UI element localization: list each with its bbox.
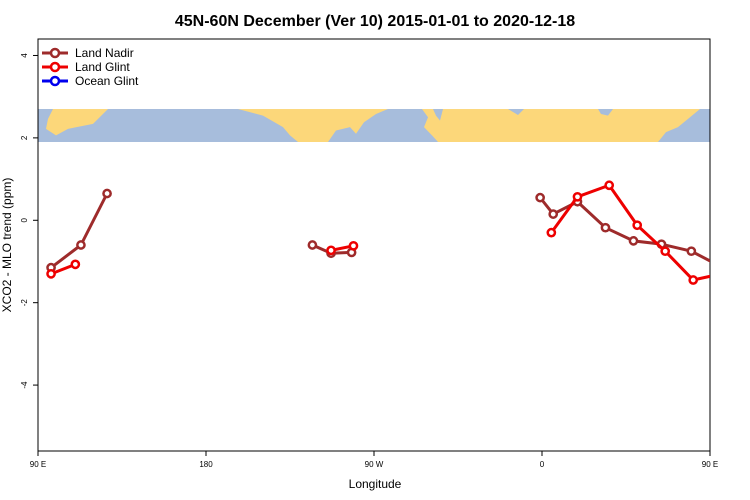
y-tick-label-4: -4 bbox=[20, 381, 29, 389]
legend-label-1: Land Glint bbox=[75, 60, 130, 74]
series-0-line-0 bbox=[50, 192, 109, 269]
legend-marker-0 bbox=[49, 47, 61, 59]
y-tick-label-2: 0 bbox=[20, 218, 29, 223]
y-tick-label-1: 2 bbox=[20, 135, 29, 140]
legend-label-2: Ocean Glint bbox=[75, 74, 139, 88]
map-band bbox=[38, 109, 710, 142]
series-1-point-2-1 bbox=[572, 191, 583, 202]
series-1-point-2-5 bbox=[688, 275, 699, 285]
x-tick-label-0: 90 E bbox=[30, 460, 46, 469]
series-0-point-2-3 bbox=[600, 222, 611, 233]
series-0-point-0-1 bbox=[76, 240, 86, 250]
y-tick-label-0: 4 bbox=[20, 53, 29, 58]
series-1-point-1-1 bbox=[348, 240, 359, 251]
series-0-point-1-0 bbox=[307, 240, 318, 250]
x-tick-label-2: 90 W bbox=[365, 460, 384, 469]
series-0-point-2-7 bbox=[718, 263, 725, 270]
x-tick-label-4: 90 E bbox=[702, 460, 718, 469]
series-0-point-2-1 bbox=[548, 209, 559, 219]
series-1-point-2-3 bbox=[632, 220, 643, 231]
y-axis: 4 2 0 -2 -4 bbox=[20, 53, 38, 389]
series-1-point-0-0 bbox=[46, 268, 56, 279]
series-1-point-2-4 bbox=[660, 246, 671, 257]
y-tick-label-3: -2 bbox=[20, 299, 29, 307]
map-ocean-3 bbox=[658, 109, 710, 142]
map-ocean-pacific-south bbox=[238, 127, 278, 142]
series-1-point-2-2 bbox=[604, 180, 615, 191]
chart-title: 45N-60N December (Ver 10) 2015-01-01 to … bbox=[175, 13, 575, 30]
series-1 bbox=[46, 180, 749, 285]
map-ocean-1 bbox=[328, 109, 438, 142]
series-0-point-2-8 bbox=[746, 241, 750, 248]
series-0-point-0-2 bbox=[102, 188, 112, 199]
series-layer bbox=[46, 180, 750, 285]
legend-marker-1 bbox=[49, 61, 61, 73]
series-0-point-2-4 bbox=[628, 236, 639, 246]
series-0-line-2 bbox=[538, 196, 710, 263]
x-axis-title: Longitude bbox=[349, 477, 402, 491]
x-axis: 90 E 180 90 W 0 90 E bbox=[30, 451, 718, 469]
series-0-point-2-0 bbox=[535, 192, 545, 203]
series-1-point-2-6 bbox=[714, 271, 721, 278]
x-tick-label-1: 180 bbox=[199, 460, 213, 469]
map-ocean-4 bbox=[598, 109, 613, 116]
series-1-point-1-0 bbox=[326, 245, 336, 256]
x-tick-label-3: 0 bbox=[540, 460, 545, 469]
map-ocean-arctic bbox=[113, 109, 233, 121]
legend-label-0: Land Nadir bbox=[75, 46, 134, 60]
map-ocean-2 bbox=[433, 109, 443, 121]
legend-marker-2 bbox=[49, 75, 61, 87]
plot-frame bbox=[37, 38, 711, 452]
series-1-point-2-7 bbox=[742, 261, 749, 268]
map-ocean-5 bbox=[508, 109, 524, 115]
y-axis-title: XCO2 - MLO trend (ppm) bbox=[0, 178, 14, 313]
series-1-line-2 bbox=[550, 183, 710, 282]
series-1-point-2-0 bbox=[546, 227, 557, 238]
series-1-point-0-1 bbox=[70, 259, 81, 270]
series-0-point-2-6 bbox=[686, 246, 697, 257]
